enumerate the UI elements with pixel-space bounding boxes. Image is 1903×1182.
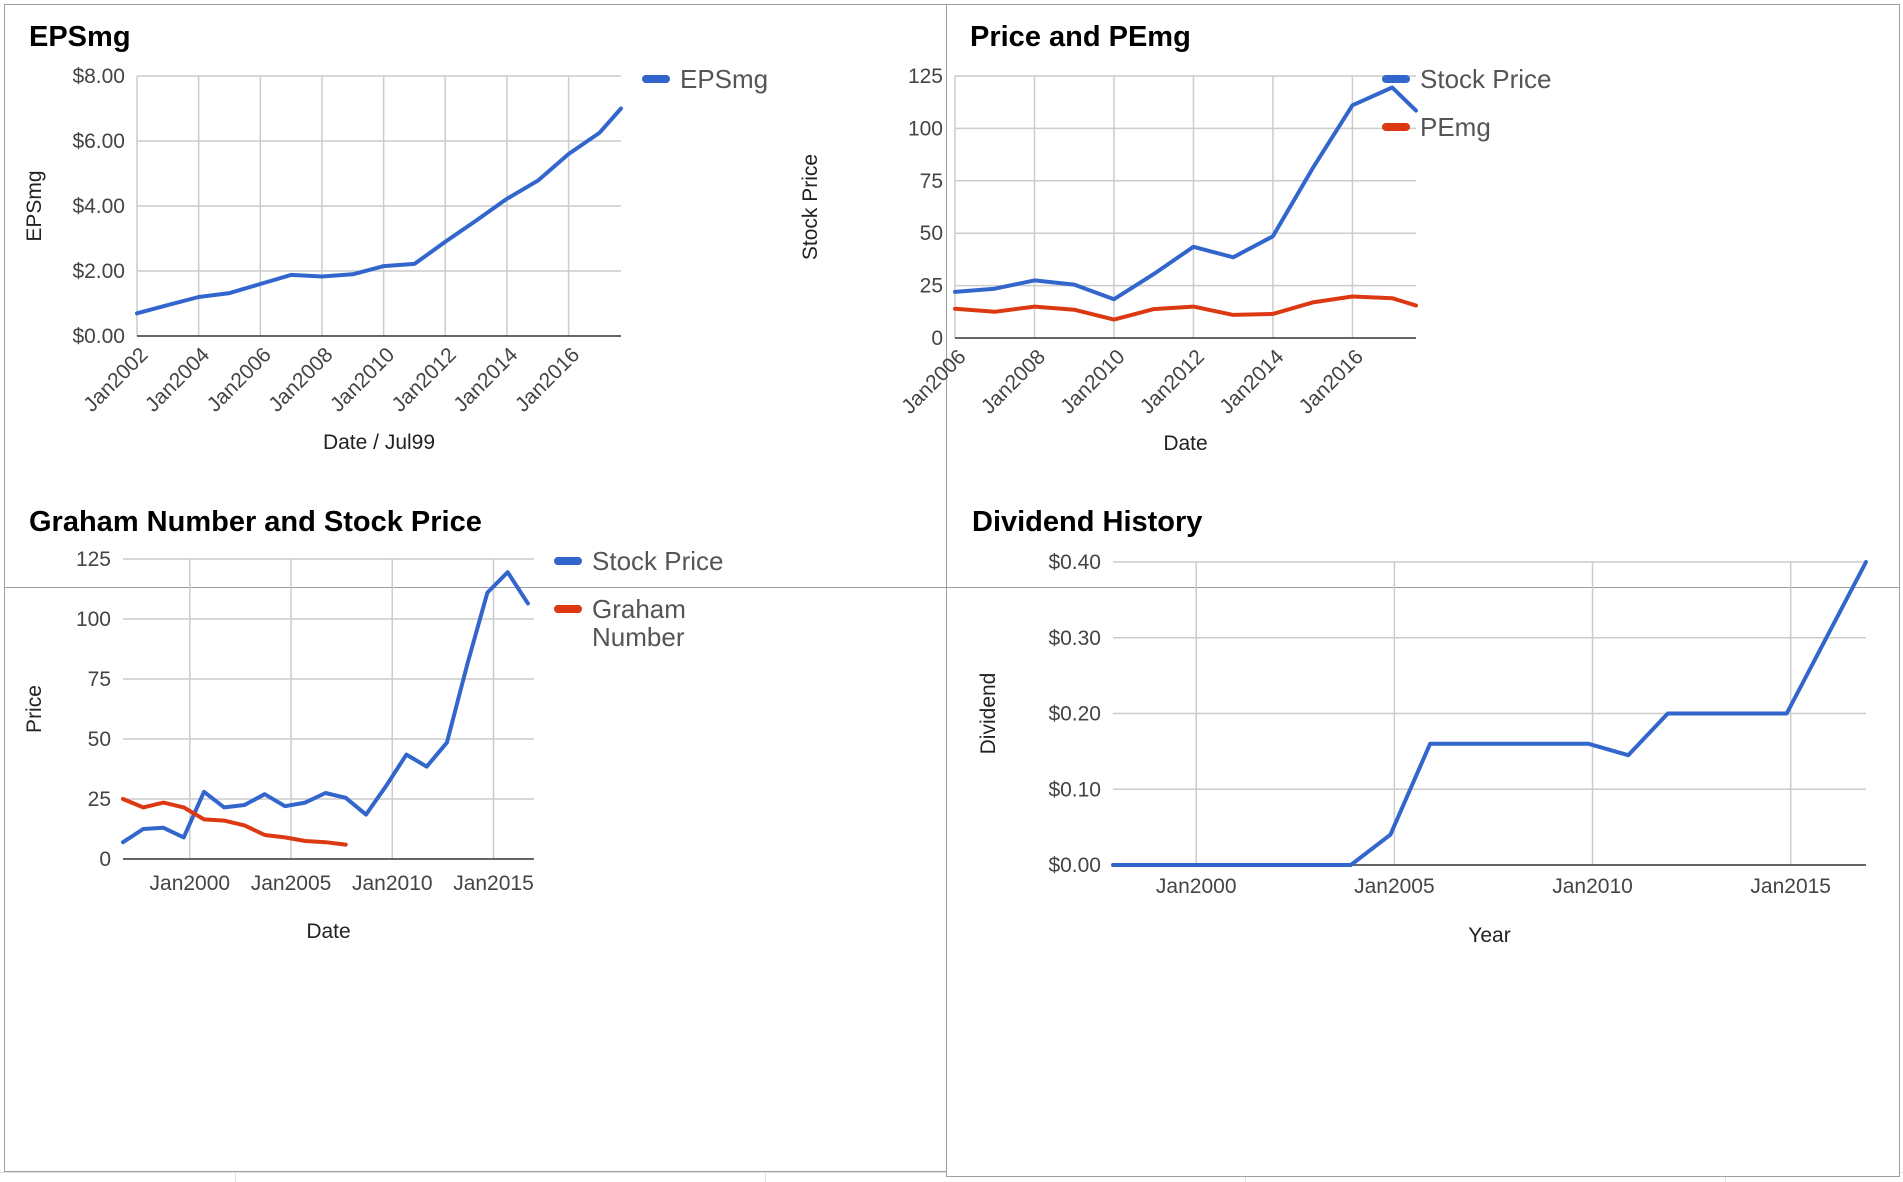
x-tick-label: Jan2010 (1552, 875, 1633, 898)
x-tick-label: Jan2015 (1750, 875, 1831, 898)
x-tick-label: Jan2010 (1056, 345, 1129, 418)
y-tick-label: 50 (920, 222, 943, 245)
y-tick-label: 25 (88, 788, 111, 811)
x-tick-label: Jan2000 (150, 872, 231, 895)
series-line-dividend (1111, 560, 1868, 867)
x-tick-label: Jan2004 (141, 343, 214, 416)
x-tick-label: Jan2016 (511, 343, 584, 416)
y-tick-label: $0.10 (1048, 778, 1101, 801)
y-tick-label: $8.00 (72, 65, 125, 88)
y-tick-label: $0.00 (72, 325, 125, 348)
series-line-stock-price (953, 85, 1418, 302)
legend-label-graham-number: Graham Number (592, 594, 686, 652)
x-tick-label: Jan2010 (352, 872, 433, 895)
sheet-gridline (1725, 1172, 1726, 1182)
y-tick-label: $0.00 (1048, 854, 1101, 877)
y-axis-title: Price (23, 685, 46, 733)
y-tick-label: 0 (931, 327, 943, 350)
sheet-gridline (1245, 1172, 1246, 1182)
y-tick-label: $0.20 (1048, 703, 1101, 726)
chart-title: Dividend History (972, 506, 1202, 538)
series-line-epsmg (135, 106, 623, 316)
x-axis-title: Date (306, 920, 350, 943)
x-tick-label: Jan2006 (203, 343, 276, 416)
legend-label-stock-price: Stock Price (1420, 64, 1552, 94)
sheet-gridline (765, 1172, 766, 1182)
x-axis-title: Date / Jul99 (323, 431, 435, 454)
x-tick-label: Jan2012 (1136, 345, 1209, 418)
chart-title: Price and PEmg (970, 21, 1191, 53)
series-line-graham-number (121, 797, 348, 847)
x-tick-label: Jan2008 (977, 345, 1050, 418)
y-tick-label: 125 (908, 65, 943, 88)
x-tick-label: Jan2014 (1215, 345, 1288, 418)
x-tick-label: Jan2014 (449, 343, 522, 416)
y-tick-label: 100 (76, 608, 111, 631)
chart-dividend-history: Dividend History $0.00 $0.10 $0.20 $0.30 $0.4… (972, 506, 1868, 947)
x-tick-label: Jan2005 (251, 872, 332, 895)
series-line-pemg (953, 294, 1418, 322)
chart-title: EPSmg (29, 21, 131, 53)
y-tick-label: 25 (920, 275, 943, 298)
chart-title: Graham Number and Stock Price (29, 506, 482, 538)
x-tick-label: Jan2000 (1156, 875, 1237, 898)
series-line-stock-price (121, 570, 530, 845)
legend-label-epsmg: EPSmg (680, 64, 768, 94)
y-tick-label: $6.00 (72, 130, 125, 153)
y-axis-title: EPSmg (23, 170, 46, 241)
x-tick-label: Jan2015 (453, 872, 534, 895)
x-axis-title: Year (1468, 924, 1510, 947)
y-tick-label: $0.30 (1048, 627, 1101, 650)
chart-panel-dividend-history[interactable]: Dividend History $0.00 $0.10 $0.20 $0.30 $0.4… (946, 506, 1900, 1177)
y-tick-label: 50 (88, 728, 111, 751)
y-tick-label: 125 (76, 548, 111, 571)
y-tick-label: 75 (88, 668, 111, 691)
x-axis-title: Date (1163, 432, 1207, 455)
chart-epsmg: EPSmg$0.00$2.00$4.00$6.00$8.00Jan2002Jan… (23, 21, 768, 454)
legend-label-pemg: PEmg (1420, 112, 1491, 142)
legend-label-stock-price: Stock Price (592, 546, 724, 576)
y-axis-title: Dividend (977, 673, 1000, 755)
y-tick-label: 75 (920, 170, 943, 193)
chart-graham-number: Graham Number and Stock Price 0 25 50 75 100 1… (23, 506, 724, 943)
y-tick-label: $2.00 (72, 260, 125, 283)
y-tick-label: $0.40 (1048, 551, 1101, 574)
x-tick-label: Jan2005 (1354, 875, 1435, 898)
chart-panel-price-pemg[interactable]: Price and PEmg 0 25 50 75 100 125 Jan2006 Jan200… (799, 4, 1900, 589)
x-tick-label: Jan2010 (326, 343, 399, 416)
x-tick-label: Jan2016 (1295, 345, 1368, 418)
y-tick-label: $4.00 (72, 195, 125, 218)
y-tick-label: 0 (99, 848, 111, 871)
x-tick-label: Jan2008 (264, 343, 337, 416)
y-tick-label: 100 (908, 117, 943, 140)
chart-panel-epsmg[interactable]: EPSmg $0.00 $2.00 $4.00 $6.00 $8.00 Jan2002 Jan… (4, 4, 948, 589)
x-tick-label: Jan2002 (79, 343, 152, 416)
sheet-gridline (235, 1172, 236, 1182)
y-axis-title: Stock Price (799, 154, 822, 260)
chart-panel-graham-number[interactable]: Graham Number and Stock Price 0 25 50 75 100 1… (4, 506, 948, 1172)
x-tick-label: Jan2012 (388, 343, 461, 416)
